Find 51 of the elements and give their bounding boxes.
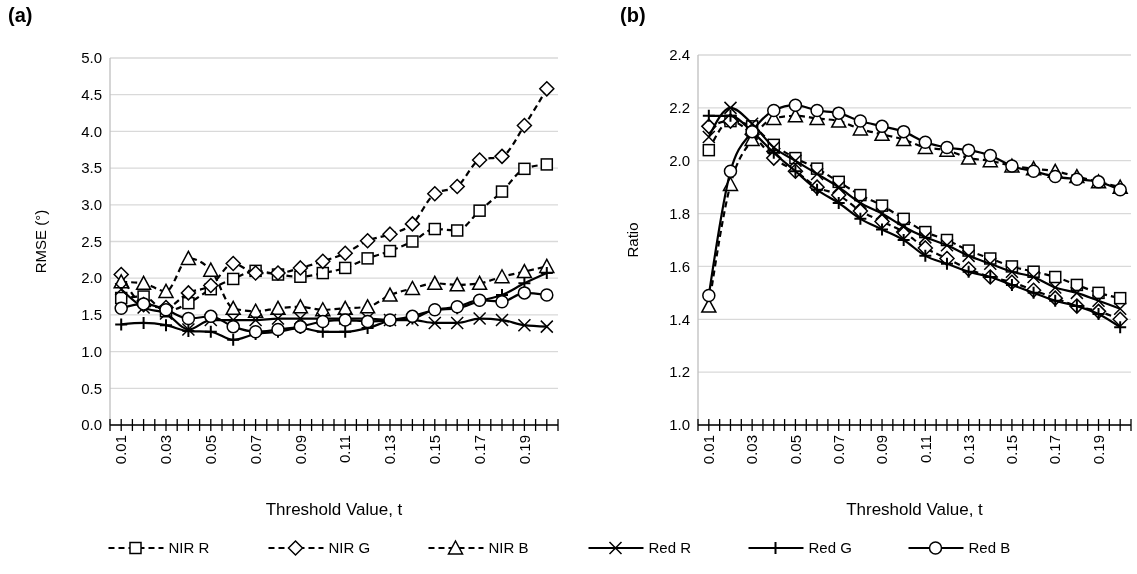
x-tick-label: 0.05: [786, 435, 804, 465]
x-tick-label: 0.07: [246, 435, 264, 465]
y-tick-label: 2.4: [669, 46, 690, 64]
x-tick-label: 0.11: [916, 435, 934, 464]
y-tick-label: 2.2: [669, 99, 690, 117]
y-tick-label: 2.5: [81, 232, 102, 250]
y-tick-label: 1.0: [81, 342, 102, 360]
x-tick-label: 0.15: [1003, 435, 1021, 465]
y-tick-label: 1.0: [669, 416, 690, 434]
y-tick-label: 1.4: [669, 310, 690, 328]
y-tick-label: 0.0: [81, 416, 102, 434]
y-tick-label: 3.5: [81, 159, 102, 177]
y-tick-label: 0.5: [81, 379, 102, 397]
x-tick-label: 0.03: [157, 435, 175, 465]
y-axis-title: RMSE (°): [32, 209, 49, 274]
y-tick-label: 1.5: [81, 306, 102, 324]
x-axis-title: Threshold Value, t: [265, 500, 403, 519]
y-axis-title: Ratio: [624, 222, 641, 258]
x-tick-label: 0.05: [202, 435, 220, 465]
x-tick-label: 0.13: [381, 435, 399, 465]
legend-label: NIR R: [168, 539, 210, 557]
x-tick-label: 0.17: [470, 435, 488, 465]
y-tick-label: 4.5: [81, 85, 102, 103]
y-tick-label: 2.0: [81, 269, 102, 287]
x-tick-label: 0.19: [515, 435, 533, 465]
legend-label: NIR G: [328, 539, 371, 557]
x-tick-label: 0.19: [1089, 435, 1107, 465]
x-axis-title: Threshold Value, t: [846, 500, 984, 519]
x-tick-label: 0.01: [700, 435, 718, 465]
x-tick-label: 0.09: [873, 435, 891, 465]
chart-title: (a): [8, 4, 33, 26]
x-tick-label: 0.17: [1046, 435, 1064, 465]
x-tick-label: 0.07: [829, 435, 847, 465]
x-tick-label: 0.11: [336, 435, 354, 464]
x-tick-label: 0.13: [959, 435, 977, 465]
y-tick-label: 2.0: [669, 151, 690, 169]
y-tick-label: 1.2: [669, 363, 690, 381]
legend-label: NIR B: [488, 539, 529, 557]
legend-label: Red R: [648, 539, 692, 557]
y-tick-label: 3.0: [81, 196, 102, 214]
legend-label: Red G: [808, 539, 852, 557]
x-tick-label: 0.03: [743, 435, 761, 465]
x-tick-label: 0.15: [426, 435, 444, 465]
y-tick-label: 5.0: [81, 49, 102, 67]
y-tick-label: 1.6: [669, 257, 690, 275]
chart-title: (b): [620, 4, 646, 26]
legend-label: Red B: [968, 539, 1011, 557]
y-tick-label: 1.8: [669, 204, 690, 222]
x-tick-label: 0.01: [112, 435, 130, 465]
x-tick-label: 0.09: [291, 435, 309, 465]
y-tick-label: 4.0: [81, 122, 102, 140]
